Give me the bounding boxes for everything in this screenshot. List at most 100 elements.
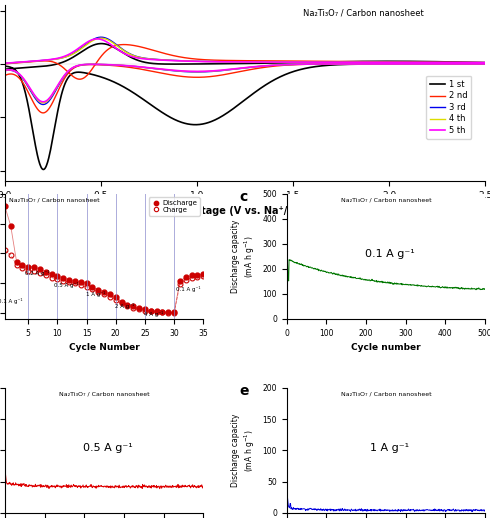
Charge — [165, 310, 171, 316]
3 rd — [464, 61, 470, 67]
Charge — [31, 268, 37, 274]
3 rd — [40, 102, 46, 108]
1 st — [310, 64, 316, 70]
Discharge — [66, 277, 72, 283]
Text: 0.5 A g⁻¹: 0.5 A g⁻¹ — [83, 443, 133, 453]
X-axis label: Cycle Number: Cycle Number — [69, 343, 140, 352]
Discharge — [37, 266, 43, 272]
2 nd — [48, 103, 53, 109]
Y-axis label: Discharge capacity
(mA h g$^{-1}$): Discharge capacity (mA h g$^{-1}$) — [231, 413, 257, 487]
Discharge — [43, 269, 49, 275]
Text: Na₂Ti₃O₇ / Carbon nanosheet: Na₂Ti₃O₇ / Carbon nanosheet — [303, 9, 423, 18]
Charge — [124, 303, 130, 309]
Discharge — [84, 280, 90, 286]
4 th — [482, 60, 488, 66]
5 th — [482, 61, 488, 67]
5 th — [48, 94, 53, 100]
Charge — [154, 309, 160, 315]
3 rd — [98, 34, 104, 40]
1 st — [48, 147, 53, 153]
2 nd — [482, 61, 488, 67]
Charge — [72, 280, 78, 286]
Charge — [107, 294, 113, 300]
Line: 5 th: 5 th — [5, 39, 485, 102]
Line: 2 nd: 2 nd — [5, 45, 485, 113]
Charge — [136, 306, 142, 312]
Discharge — [54, 272, 60, 279]
4 th — [48, 94, 53, 100]
Line: 1 st: 1 st — [5, 44, 485, 169]
Charge — [25, 268, 31, 274]
Text: 2 A g⁻¹: 2 A g⁻¹ — [115, 304, 134, 309]
2 nd — [121, 41, 127, 48]
1 st — [40, 166, 46, 172]
Discharge — [136, 305, 142, 311]
Discharge — [171, 309, 177, 315]
4 th — [482, 61, 488, 67]
Legend: 1 st, 2 nd, 3 rd, 4 th, 5 th: 1 st, 2 nd, 3 rd, 4 th, 5 th — [426, 76, 471, 139]
Charge — [189, 275, 195, 281]
Discharge — [195, 272, 200, 278]
Text: 1 A g⁻¹: 1 A g⁻¹ — [370, 443, 410, 453]
2 nd — [13, 60, 19, 66]
Charge — [66, 279, 72, 285]
5 th — [464, 61, 470, 67]
Charge — [8, 252, 14, 258]
Text: c: c — [239, 190, 247, 204]
Charge — [78, 282, 84, 289]
Charge — [195, 274, 200, 280]
Text: 0.1 A g⁻¹: 0.1 A g⁻¹ — [0, 298, 23, 304]
Charge — [183, 277, 189, 283]
2 nd — [40, 110, 46, 116]
1 st — [421, 59, 427, 65]
4 th — [185, 58, 191, 64]
Charge — [130, 305, 136, 311]
Y-axis label: Discharge capacity
(mA h g$^{-1}$): Discharge capacity (mA h g$^{-1}$) — [231, 220, 257, 293]
Discharge — [31, 264, 37, 270]
1 st — [482, 60, 488, 66]
Text: Na₂Ti₃O₇ / Carbon nanosheet: Na₂Ti₃O₇ / Carbon nanosheet — [341, 392, 431, 396]
Discharge — [96, 286, 101, 293]
Line: Discharge: Discharge — [2, 204, 206, 315]
3 rd — [13, 60, 19, 66]
4 th — [98, 35, 104, 41]
Charge — [14, 262, 20, 268]
Text: 0.2 A g⁻¹: 0.2 A g⁻¹ — [25, 270, 49, 276]
Charge — [84, 284, 90, 290]
3 rd — [310, 61, 316, 67]
Discharge — [148, 308, 154, 314]
Discharge — [160, 309, 166, 315]
Discharge — [189, 272, 195, 279]
4 th — [421, 60, 427, 66]
5 th — [95, 36, 100, 42]
Charge — [119, 300, 124, 307]
Discharge — [60, 275, 66, 281]
Discharge — [49, 271, 54, 277]
Discharge — [14, 258, 20, 265]
Discharge — [165, 309, 171, 315]
4 th — [310, 61, 316, 67]
Charge — [37, 270, 43, 276]
Discharge — [177, 278, 183, 284]
4 th — [464, 61, 470, 67]
Text: e: e — [239, 384, 248, 398]
4 th — [40, 100, 46, 106]
Discharge — [72, 278, 78, 284]
Charge — [171, 310, 177, 316]
3 rd — [48, 96, 53, 102]
Discharge — [130, 304, 136, 310]
Text: Na₂Ti₃O₇ / Carbon nanosheet: Na₂Ti₃O₇ / Carbon nanosheet — [341, 197, 431, 203]
Discharge — [78, 279, 84, 285]
Discharge — [2, 203, 8, 209]
Charge — [142, 308, 148, 314]
Line: Charge: Charge — [2, 248, 206, 315]
Charge — [200, 273, 206, 279]
Line: 3 rd: 3 rd — [5, 37, 485, 105]
X-axis label: Voltage (V vs. Na⁺/Na): Voltage (V vs. Na⁺/Na) — [184, 206, 306, 215]
Discharge — [20, 262, 25, 268]
1 st — [482, 61, 488, 67]
5 th — [421, 60, 427, 66]
Discharge — [8, 223, 14, 229]
Charge — [60, 278, 66, 284]
Discharge — [107, 291, 113, 297]
